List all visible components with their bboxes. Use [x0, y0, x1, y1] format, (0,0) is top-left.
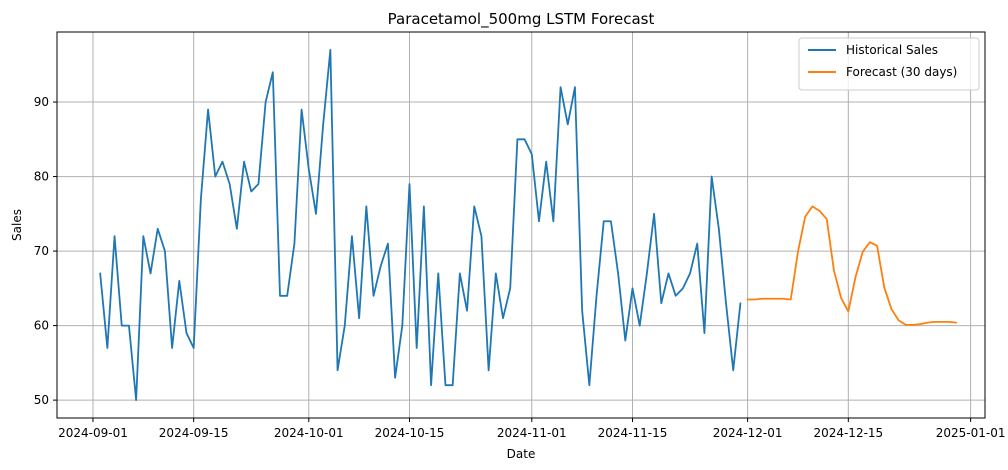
x-tick-label: 2025-01-01 — [936, 426, 1006, 440]
legend-label-historical: Historical Sales — [846, 43, 938, 57]
x-tick-label: 2024-10-15 — [375, 426, 445, 440]
x-tick-label: 2024-09-01 — [58, 426, 128, 440]
x-tick-label: 2024-11-15 — [598, 426, 668, 440]
legend: Historical Sales Forecast (30 days) — [798, 37, 980, 91]
chart-title: Paracetamol_500mg LSTM Forecast — [388, 10, 655, 29]
x-tick-label: 2024-12-01 — [713, 426, 783, 440]
series-layer — [99, 48, 958, 402]
plot-area — [57, 32, 985, 418]
y-tick-label: 70 — [34, 244, 49, 258]
legend-label-forecast: Forecast (30 days) — [846, 65, 957, 79]
legend-box — [798, 37, 980, 91]
y-tick-label: 50 — [34, 393, 49, 407]
x-axis-label: Date — [507, 447, 536, 461]
y-tick-label: 90 — [34, 95, 49, 109]
y-tick-label: 60 — [34, 319, 49, 333]
plot-frame — [56, 31, 986, 419]
x-tick-label: 2024-11-01 — [497, 426, 567, 440]
y-axis-label: Sales — [10, 209, 24, 241]
series-line-historical-sales — [99, 48, 742, 402]
x-tick-label: 2024-10-01 — [274, 426, 344, 440]
grid — [57, 32, 985, 418]
x-tick-label: 2024-12-15 — [813, 426, 883, 440]
series-line-forecast — [746, 205, 958, 326]
ticks: 2024-09-01 2024-09-15 2024-10-01 2024-10-15… — [34, 95, 1006, 440]
x-tick-label: 2024-09-15 — [159, 426, 229, 440]
y-tick-label: 80 — [34, 170, 49, 184]
